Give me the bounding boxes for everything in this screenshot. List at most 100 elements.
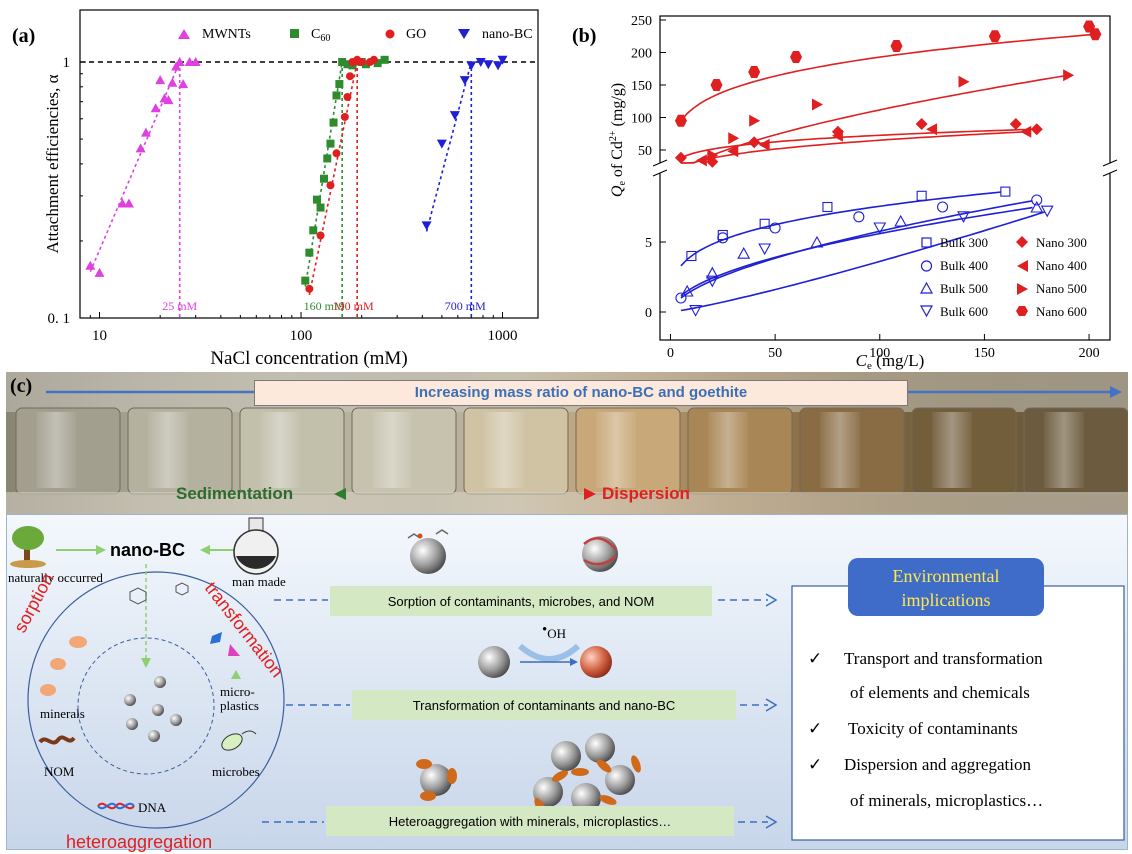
- ytick-0-1: 0. 1: [48, 311, 71, 327]
- legend-nanobc: nano-BC: [482, 27, 533, 42]
- mineral-particle-3: [40, 684, 56, 696]
- point-nano-600: [1089, 28, 1102, 41]
- tree-crown: [12, 526, 44, 550]
- nano-bc-title: nano-BC: [110, 540, 185, 560]
- legend-bulk-500: Bulk 500: [940, 281, 988, 296]
- annotation-190mm: 190 mM: [333, 299, 374, 313]
- point-bulk-400: [769, 222, 781, 234]
- sorption-nanobc-sphere: [410, 538, 446, 574]
- xtick-10: 10: [92, 328, 107, 344]
- plot-frame-b: [659, 15, 1111, 341]
- point-go: [326, 181, 335, 190]
- implication-1b: of elements and chemicals: [850, 683, 1030, 702]
- legend-marker-nano-600: [1016, 306, 1028, 316]
- point-c60: [361, 60, 370, 69]
- aggregate-sphere: [571, 783, 601, 813]
- legend-marker-bulk-300: [921, 237, 932, 248]
- point-bulk-500: [1030, 200, 1044, 213]
- axis-break-mark-4: [1102, 169, 1118, 177]
- transformation-graphic: •OH: [478, 622, 612, 678]
- point-nano-500: [749, 114, 761, 127]
- nano-bc-particle: [154, 676, 166, 688]
- vial-highlight: [484, 412, 524, 488]
- man-made-label: man made: [232, 574, 286, 589]
- ytick-label-upper: 150: [631, 79, 652, 94]
- vial-highlight: [36, 412, 76, 488]
- legend-marker-go: [385, 29, 395, 39]
- legend-nano-600: Nano 600: [1036, 304, 1087, 319]
- nano-bc-particles: [124, 676, 182, 742]
- point-c60: [323, 154, 332, 163]
- x-axis-label-b: Ce (mg/L): [856, 351, 925, 372]
- hetero-mineral-1: [416, 759, 432, 769]
- ytick-1: 1: [63, 55, 71, 71]
- microplastics-label-2: plastics: [220, 698, 259, 713]
- point-c60: [326, 139, 335, 148]
- legend-marker-nano-400: [1017, 260, 1028, 272]
- vial-highlight: [820, 412, 860, 488]
- legend-marker-c60: [290, 29, 299, 38]
- nom-icon: [38, 735, 76, 745]
- fit-line-0: [89, 61, 181, 273]
- xtick-label-b: 0: [667, 346, 674, 361]
- sorption-molecule-1: [407, 529, 449, 539]
- heteroaggregation-arrow-tip: [765, 815, 778, 829]
- check-icon-2: ✓: [808, 719, 822, 738]
- implication-2: Toxicity of contaminants: [848, 719, 1018, 738]
- vial-highlight: [708, 412, 748, 488]
- increasing-ratio-label: Increasing mass ratio of nano-BC and goe…: [254, 380, 908, 406]
- heteroaggregation-box-text: Heteroaggregation with minerals, micropl…: [389, 814, 672, 829]
- point-go: [316, 231, 325, 240]
- transformation-sphere-end: [580, 646, 612, 678]
- microplastic-pink: [228, 644, 240, 656]
- fit-curve-bulk-600: [680, 211, 1046, 312]
- fit-curve-nano-500: [680, 75, 1065, 164]
- vial-highlight: [1044, 412, 1084, 488]
- nano-bc-particle: [170, 714, 182, 726]
- point-bulk-300: [916, 190, 927, 201]
- point-mwnts: [117, 198, 128, 208]
- point-bulk-500: [894, 214, 908, 227]
- hydroxyl-radical: •OH: [542, 622, 566, 641]
- fit-curve-bulk-400: [680, 200, 1033, 299]
- y-axis-label-b: Qe of Cd2+ (mg/g): [608, 83, 628, 197]
- panel-b-label: (b): [572, 25, 596, 47]
- point-nano-600: [710, 79, 723, 91]
- point-nano-500: [707, 149, 719, 162]
- point-nano-600: [674, 114, 687, 127]
- fit-line-2: [308, 61, 358, 295]
- point-mwnts: [123, 198, 134, 208]
- microplastic-green: [231, 670, 241, 679]
- aggregate-sphere: [585, 733, 615, 763]
- legend-mwnts: MWNTs: [202, 27, 251, 42]
- sorption-box: [330, 586, 712, 616]
- nano-bc-particle: [126, 718, 138, 730]
- point-mwnts: [171, 61, 182, 71]
- ytick-label-upper: 50: [638, 144, 652, 159]
- aggregate-mineral: [551, 770, 569, 782]
- annotation-160mm: 160 mM: [304, 299, 345, 313]
- vial-highlight: [372, 412, 412, 488]
- point-c60: [301, 276, 310, 285]
- point-mwnts: [150, 103, 161, 113]
- point-nano-600: [988, 30, 1001, 43]
- hydroxyl-dot: •: [542, 622, 547, 638]
- microbe-wrap-1: [583, 537, 617, 551]
- point-c60: [338, 58, 347, 66]
- environment-circle: [27, 571, 285, 829]
- sorption-molecule-atom: [417, 533, 423, 539]
- point-nano-400: [695, 154, 707, 167]
- dispersion-label: Dispersion: [602, 484, 690, 503]
- sed-disp-arrow: [334, 488, 596, 500]
- point-nano-500: [958, 75, 970, 88]
- series-group-a: [85, 55, 508, 318]
- dna-label: DNA: [138, 800, 167, 815]
- flask-icon: [233, 517, 279, 575]
- increasing-arrow-head: [1110, 386, 1122, 398]
- aggregate-mineral: [599, 795, 617, 805]
- benzene-ring-2: [175, 582, 189, 596]
- point-c60: [309, 226, 318, 235]
- point-c60: [373, 59, 382, 68]
- dna-strand-2: [97, 802, 135, 810]
- point-bulk-600: [689, 305, 703, 317]
